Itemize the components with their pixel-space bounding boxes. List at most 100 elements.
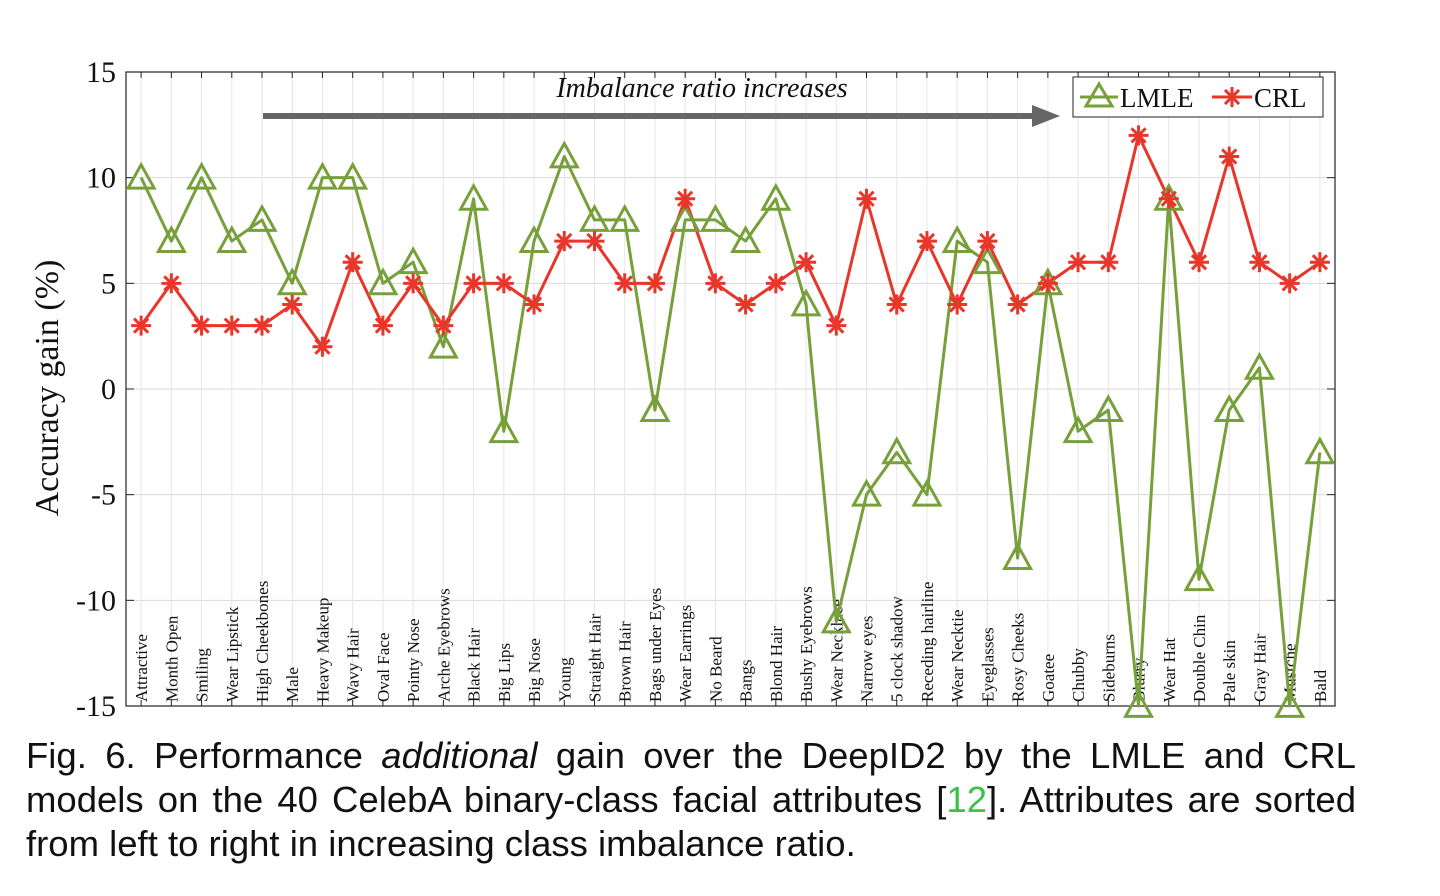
marker-crl bbox=[644, 273, 665, 294]
marker-crl bbox=[131, 315, 152, 336]
marker-crl bbox=[1249, 252, 1270, 273]
marker-lmle bbox=[578, 203, 611, 232]
marker-lmle bbox=[155, 224, 187, 253]
marker-crl-stroke bbox=[797, 254, 815, 271]
category-label: Wear Earrings bbox=[676, 605, 695, 702]
y-tick-label: 15 bbox=[86, 56, 116, 89]
marker-crl bbox=[1037, 273, 1058, 294]
series-line-crl bbox=[139, 133, 1321, 349]
marker-crl-stroke bbox=[344, 254, 361, 271]
category-label: Sideburns bbox=[1099, 634, 1118, 702]
marker-crl bbox=[886, 294, 907, 315]
caption-part3: ]. Attributes are sorted from left to ri… bbox=[26, 779, 1356, 864]
category-label: High Cheekbones bbox=[253, 581, 272, 702]
caption-reference[interactable]: 12 bbox=[946, 779, 988, 820]
marker-crl-stroke bbox=[586, 232, 603, 250]
marker-lmle bbox=[488, 415, 520, 444]
marker-crl-stroke bbox=[737, 296, 754, 313]
marker-crl bbox=[252, 315, 273, 336]
category-label: Bangs bbox=[737, 660, 756, 703]
series-line-lmle bbox=[139, 155, 1322, 708]
marker-crl-stroke bbox=[556, 232, 573, 250]
marker-crl bbox=[1068, 252, 1089, 273]
marker-lmle bbox=[246, 203, 278, 232]
marker-crl bbox=[735, 294, 756, 315]
marker-crl bbox=[433, 315, 454, 336]
category-label: Rosy Cheeks bbox=[1009, 613, 1028, 702]
marker-crl-stroke bbox=[979, 232, 996, 250]
category-label: Black Hair bbox=[465, 628, 484, 702]
marker-lmle bbox=[820, 605, 852, 634]
marker-crl-stroke bbox=[828, 317, 845, 334]
category-label: Bushy Eyebrows bbox=[797, 586, 816, 702]
category-label: Bags under Eyes bbox=[646, 588, 665, 702]
marker-crl-stroke bbox=[1281, 275, 1298, 292]
grid-lines bbox=[126, 71, 1335, 707]
y-tick-label: 0 bbox=[101, 373, 116, 406]
marker-lmle bbox=[1002, 541, 1034, 570]
category-label: Wear Necklace bbox=[827, 599, 846, 702]
marker-crl-stroke bbox=[888, 296, 905, 313]
marker-crl-stroke bbox=[1221, 148, 1238, 165]
marker-crl-stroke bbox=[374, 317, 392, 334]
marker-lmle bbox=[397, 246, 429, 275]
category-label: Straight Hair bbox=[585, 613, 604, 702]
marker-crl bbox=[977, 231, 998, 252]
marker-crl bbox=[1098, 252, 1119, 273]
category-label: Gray Hair bbox=[1250, 633, 1269, 702]
marker-lmle bbox=[125, 161, 157, 190]
category-label: Wear Necktie bbox=[948, 609, 967, 702]
category-label: Smiling bbox=[193, 648, 212, 702]
marker-crl bbox=[1279, 273, 1300, 294]
marker-crl bbox=[584, 231, 605, 252]
category-label: Oval Face bbox=[374, 633, 393, 702]
marker-crl bbox=[916, 231, 937, 252]
category-label: Receding hairline bbox=[918, 582, 937, 702]
category-label: Wavy Hair bbox=[344, 628, 363, 702]
marker-lmle bbox=[609, 203, 641, 232]
category-label: Brown Hair bbox=[616, 621, 635, 702]
marker-crl bbox=[1219, 146, 1240, 167]
marker-crl-stroke bbox=[193, 317, 210, 334]
marker-crl bbox=[312, 336, 333, 357]
marker-crl-stroke bbox=[314, 338, 331, 355]
marker-crl bbox=[372, 315, 393, 336]
marker-crl bbox=[342, 252, 363, 273]
legend-crl-stroke bbox=[1223, 88, 1241, 106]
category-label: Double Chin bbox=[1190, 614, 1209, 702]
marker-crl bbox=[765, 273, 786, 294]
marker-crl-stroke bbox=[1039, 275, 1056, 292]
marker-crl-stroke bbox=[858, 190, 875, 207]
marker-crl-stroke bbox=[163, 275, 180, 292]
marker-crl bbox=[554, 231, 575, 252]
category-label: Heavy Makeup bbox=[313, 598, 332, 702]
marker-crl-stroke bbox=[284, 296, 301, 313]
category-label: 5 clock shadow bbox=[888, 596, 907, 702]
marker-lmle bbox=[971, 246, 1003, 275]
marker-crl-stroke bbox=[677, 190, 694, 207]
category-label: Narrow eyes bbox=[858, 616, 877, 702]
y-tick-label: -15 bbox=[76, 690, 116, 723]
marker-lmle bbox=[669, 203, 701, 232]
category-label: Chubby bbox=[1069, 648, 1088, 702]
y-axis-label: Accuracy gain (%) bbox=[29, 260, 66, 517]
marker-lmle bbox=[941, 224, 973, 253]
category-label: Pale skin bbox=[1220, 640, 1239, 702]
series-markers bbox=[125, 125, 1336, 718]
caption-part1: Fig. 6. Performance bbox=[26, 735, 382, 776]
marker-crl bbox=[403, 273, 424, 294]
marker-crl-stroke bbox=[132, 317, 150, 334]
marker-crl-stroke bbox=[435, 317, 452, 334]
marker-crl-stroke bbox=[646, 275, 664, 292]
marker-crl-stroke bbox=[1190, 254, 1208, 271]
marker-crl-stroke bbox=[495, 275, 512, 292]
marker-crl bbox=[796, 252, 817, 273]
y-tick-labels: 15 10 5 0 -5 -10 -15 bbox=[76, 56, 116, 723]
marker-crl bbox=[705, 273, 726, 294]
marker-crl-stroke bbox=[1251, 254, 1268, 271]
marker-crl bbox=[493, 273, 514, 294]
y-tick-label: -5 bbox=[91, 479, 116, 512]
marker-lmle bbox=[276, 267, 308, 296]
marker-crl bbox=[463, 273, 484, 294]
chart: 15 10 5 0 -5 -10 -15 Attractive Month Open Smili… bbox=[29, 56, 1336, 723]
